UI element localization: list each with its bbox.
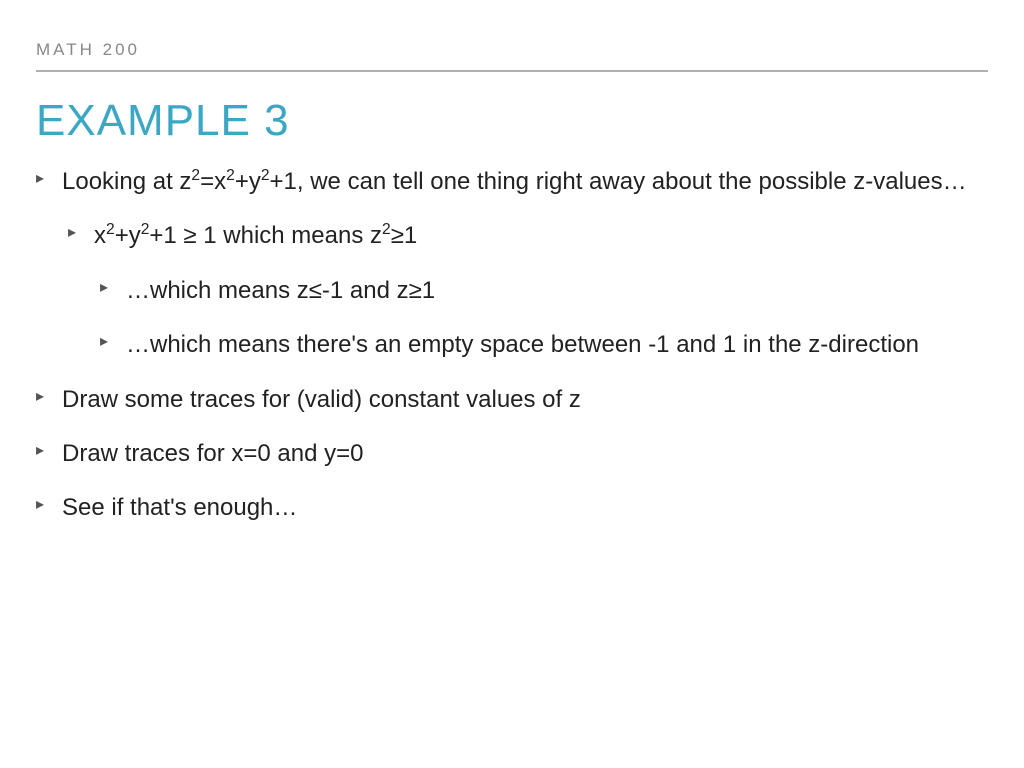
superscript: 2 bbox=[191, 167, 200, 184]
superscript: 2 bbox=[382, 221, 391, 238]
text-fragment: +1, we can tell one thing right away abo… bbox=[270, 168, 967, 195]
slide-title: EXAMPLE 3 bbox=[36, 96, 988, 146]
superscript: 2 bbox=[261, 167, 270, 184]
superscript: 2 bbox=[226, 167, 235, 184]
bullet-item: See if that's enough… bbox=[36, 492, 988, 524]
bullet-item: Draw some traces for (valid) constant va… bbox=[36, 384, 988, 416]
text-fragment: x bbox=[94, 222, 106, 249]
bullet-list-level-2: x2+y2+1 ≥ 1 which means z2≥1 …which mean… bbox=[68, 220, 988, 361]
bullet-item: …which means z≤-1 and z≥1 bbox=[100, 275, 988, 307]
text-fragment: See if that's enough… bbox=[62, 494, 297, 521]
text-fragment: Draw traces for x=0 and y=0 bbox=[62, 440, 363, 467]
course-label: MATH 200 bbox=[36, 40, 988, 70]
bullet-item: x2+y2+1 ≥ 1 which means z2≥1 …which mean… bbox=[68, 220, 988, 361]
bullet-list-level-3: …which means z≤-1 and z≥1 …which means t… bbox=[100, 275, 988, 362]
text-fragment: +y bbox=[115, 222, 141, 249]
bullet-item: Looking at z2=x2+y2+1, we can tell one t… bbox=[36, 166, 988, 362]
text-fragment: Looking at z bbox=[62, 168, 191, 195]
text-fragment: +y bbox=[235, 168, 261, 195]
bullet-item: …which means there's an empty space betw… bbox=[100, 329, 988, 361]
bullet-item: Draw traces for x=0 and y=0 bbox=[36, 438, 988, 470]
text-fragment: Draw some traces for (valid) constant va… bbox=[62, 386, 581, 413]
text-fragment: ≥1 bbox=[391, 222, 418, 249]
text-fragment: …which means there's an empty space betw… bbox=[126, 331, 919, 358]
text-fragment: …which means z≤-1 and z≥1 bbox=[126, 277, 435, 304]
divider-line bbox=[36, 70, 988, 72]
text-fragment: +1 ≥ 1 which means z bbox=[149, 222, 382, 249]
superscript: 2 bbox=[106, 221, 115, 238]
bullet-list-level-1: Looking at z2=x2+y2+1, we can tell one t… bbox=[36, 166, 988, 525]
text-fragment: =x bbox=[200, 168, 226, 195]
